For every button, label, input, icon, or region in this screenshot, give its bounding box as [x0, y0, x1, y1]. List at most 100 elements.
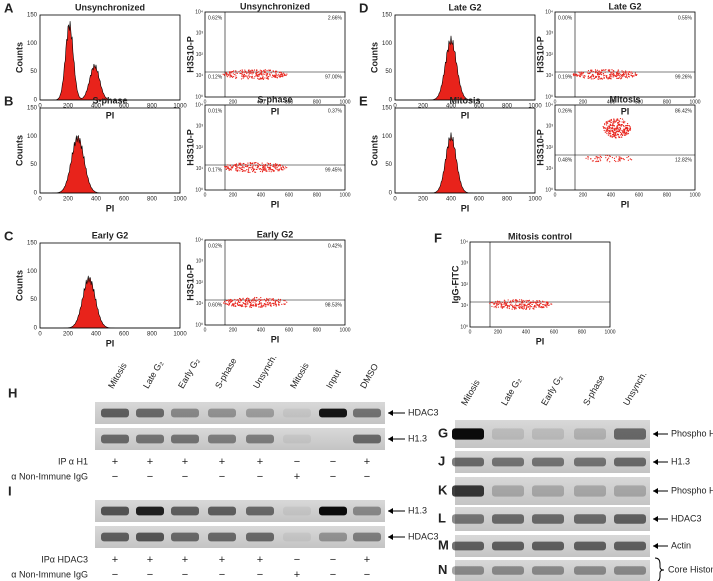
lane-mark: + [182, 554, 188, 566]
event-dot [273, 165, 275, 167]
event-dot [543, 306, 545, 309]
event-dot [252, 304, 255, 306]
event-dot [612, 122, 614, 125]
event-dot [599, 154, 601, 156]
axis-label: PI [621, 199, 630, 209]
event-dot [615, 134, 617, 136]
blot-band [532, 566, 564, 575]
y-tick-label: 50 [30, 297, 37, 303]
event-dot [602, 72, 605, 75]
event-dot [527, 300, 530, 302]
event-dot [284, 74, 287, 76]
event-dot [253, 164, 255, 166]
event-dot [615, 133, 617, 135]
event-dot [587, 158, 589, 160]
event-dot [610, 71, 613, 73]
quadrant-percent: 99.45% [325, 167, 343, 173]
event-dot [609, 76, 611, 78]
event-dot [532, 307, 534, 310]
event-dot [538, 304, 540, 306]
event-dot [279, 71, 281, 73]
event-dot [634, 72, 636, 74]
x-tick-label: 600 [285, 327, 294, 333]
event-dot [589, 77, 591, 79]
event-dot [275, 165, 277, 167]
band-label: HDAC3 [408, 407, 439, 417]
event-dot [608, 125, 611, 128]
plot-frame [394, 107, 536, 194]
lane-mark: − [182, 569, 188, 581]
event-dot [233, 303, 235, 305]
event-dot [229, 74, 231, 76]
event-dot [254, 171, 257, 173]
event-dot [275, 76, 277, 78]
blot-band [452, 428, 484, 440]
event-dot [269, 297, 271, 300]
event-dot [235, 168, 237, 170]
event-dot [608, 157, 610, 159]
event-dot [275, 305, 277, 307]
event-dot [630, 159, 633, 161]
histogram [40, 134, 180, 194]
event-dot [605, 68, 607, 71]
event-dot [271, 298, 273, 300]
event-dot [272, 165, 274, 167]
event-dot [243, 170, 246, 172]
event-dot [257, 71, 259, 73]
event-dot [264, 77, 266, 79]
event-dot [282, 167, 285, 169]
event-dot [610, 132, 612, 134]
event-dot [598, 157, 600, 159]
event-dot [587, 77, 589, 79]
event-dot [583, 74, 585, 77]
x-tick-label: 400 [257, 327, 266, 333]
event-dot [251, 166, 253, 168]
event-dot [282, 76, 284, 78]
event-dot [614, 131, 616, 134]
event-dot [496, 301, 498, 303]
event-dot [519, 305, 521, 307]
event-dot [611, 74, 614, 76]
panel-letter: G [438, 425, 448, 440]
event-dot [612, 69, 614, 72]
blot-band [574, 541, 606, 551]
event-dot [612, 126, 614, 128]
event-dot [282, 72, 285, 74]
event-dot [248, 298, 250, 300]
event-dot [607, 128, 609, 130]
lane-label: Unsynch. [251, 353, 278, 391]
event-dot [282, 73, 284, 75]
event-dot [530, 305, 532, 308]
event-dot [606, 126, 608, 129]
event-dot [526, 306, 528, 309]
event-dot [261, 306, 263, 308]
event-dot [617, 160, 619, 162]
blot-band [614, 457, 646, 467]
y-tick-label: 10³ [196, 31, 204, 37]
event-dot [611, 76, 613, 78]
blot-strip [95, 402, 385, 424]
event-dot [260, 305, 262, 307]
event-dot [572, 73, 574, 76]
event-dot [597, 75, 599, 77]
event-dot [609, 69, 611, 71]
event-dot [249, 303, 252, 306]
event-dot [523, 307, 525, 309]
event-dot [249, 75, 251, 78]
event-dot [255, 296, 258, 299]
event-dot [235, 302, 237, 305]
event-dot [230, 299, 232, 301]
axis-label: Counts [14, 42, 24, 73]
event-dot [275, 73, 277, 76]
blot-band [319, 408, 347, 418]
event-dot [627, 131, 629, 133]
lane-mark: + [182, 456, 188, 468]
event-dot [257, 162, 259, 165]
event-dot [538, 305, 540, 307]
lane-label: Mitosis [106, 361, 129, 391]
event-dot [522, 299, 524, 302]
event-dot [587, 156, 590, 158]
event-dot [627, 159, 629, 161]
event-dot [613, 74, 615, 77]
arrow-head [388, 436, 393, 442]
